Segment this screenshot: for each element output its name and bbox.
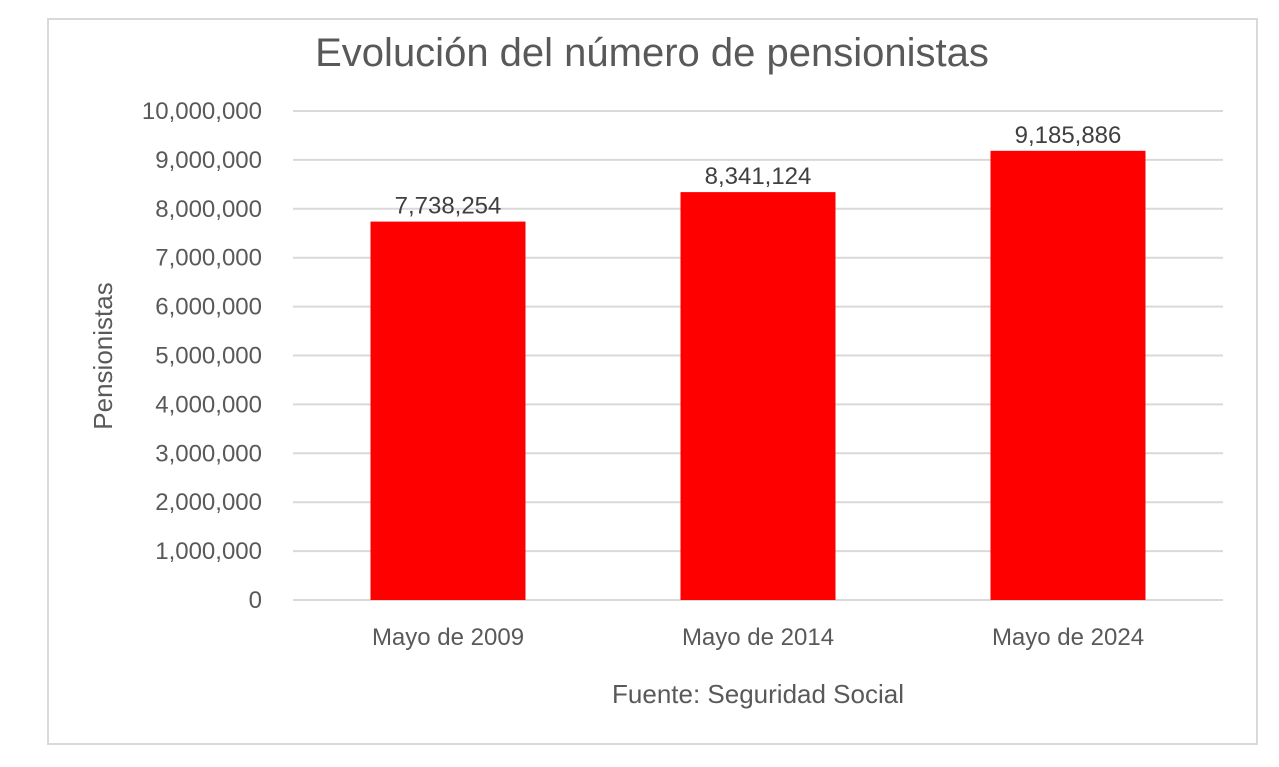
y-tick-label: 4,000,000 [155,391,262,418]
bar-value-label: 7,738,254 [395,193,502,220]
y-tick-label: 9,000,000 [155,147,262,174]
y-axis-tick-labels: 0 1,000,000 2,000,000 3,000,000 4,000,000 5,0… [142,98,262,614]
y-tick-label: 1,000,000 [155,538,262,565]
y-tick-label: 0 [249,587,262,614]
bar-value-label: 8,341,124 [705,163,812,190]
bar [370,221,526,601]
bar [990,150,1146,600]
y-tick-label: 5,000,000 [155,343,262,370]
bar [680,192,836,601]
y-tick-label: 7,000,000 [155,245,262,272]
data-labels: 7,738,254 8,341,124 9,185,886 [395,122,1122,220]
y-axis-title: Pensionistas [88,282,118,429]
x-axis-title: Fuente: Seguridad Social [612,679,904,709]
x-tick-label: Mayo de 2009 [372,624,524,651]
y-tick-label: 10,000,000 [142,98,262,125]
chart-title: Evolución del número de pensionistas [315,31,989,75]
bars [370,150,1146,601]
x-tick-label: Mayo de 2014 [682,624,834,651]
y-tick-label: 8,000,000 [155,196,262,223]
bar-value-label: 9,185,886 [1015,122,1122,149]
y-tick-label: 3,000,000 [155,440,262,467]
x-axis-tick-labels: Mayo de 2009 Mayo de 2014 Mayo de 2024 [372,624,1144,651]
y-tick-label: 2,000,000 [155,489,262,516]
y-tick-label: 6,000,000 [155,294,262,321]
x-tick-label: Mayo de 2024 [992,624,1144,651]
